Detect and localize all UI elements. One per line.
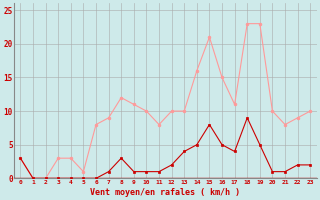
X-axis label: Vent moyen/en rafales ( km/h ): Vent moyen/en rafales ( km/h ) [90,188,240,197]
